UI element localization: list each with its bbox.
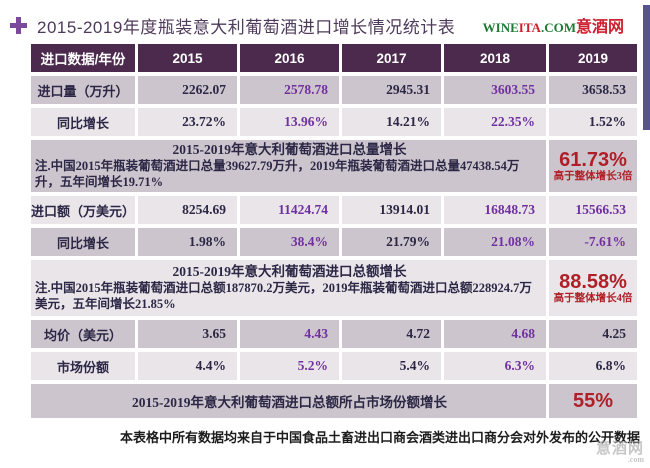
summary-title: 2015-2019年意大利葡萄酒进口总量增长 (172, 142, 407, 157)
value-cell: 5.2% (240, 352, 339, 380)
value-cell: 4.43 (240, 320, 339, 348)
value-cell: 3658.53 (549, 76, 637, 104)
value-cell: 38.4% (240, 228, 339, 256)
value-cell: 3603.55 (444, 76, 546, 104)
value-cell: 6.8% (549, 352, 637, 380)
logo-cn: 意酒网 (575, 19, 624, 36)
table-header-row: 进口数据/年份 2015 2016 2017 2018 2019 (31, 44, 637, 72)
row-label: 市场份额 (31, 352, 135, 380)
highlight-percent: 55% (572, 389, 614, 412)
row-label: 进口额（万美元） (31, 196, 135, 224)
value-cell: 13914.01 (342, 196, 441, 224)
highlight-percent: 61.73% (559, 148, 627, 171)
row-label: 同比增长 (31, 228, 135, 256)
summary-highlight-cell: 55% (549, 384, 637, 418)
summary-highlight-cell: 61.73% 高于整体增长3倍 (549, 140, 637, 192)
row-label: 均价（美元） (31, 320, 135, 348)
table-row-import-volume: 进口量（万升） 2262.07 2578.78 2945.31 3603.55 … (31, 76, 637, 104)
summary-text-cell: 2015-2019年意大利葡萄酒进口总额所占市场份额增长 (31, 384, 546, 418)
summary-title: 2015-2019年意大利葡萄酒进口总额增长 (172, 264, 407, 279)
value-cell: 4.72 (342, 320, 441, 348)
value-cell: 22.35% (444, 108, 546, 136)
summary-note: 注.中国2015年瓶装葡萄酒进口总量39627.79万升，2019年瓶装葡萄酒进… (35, 159, 520, 189)
table-row-value-yoy: 同比增长 1.98% 38.4% 21.79% 21.08% -7.61% (31, 228, 637, 256)
logo-ita: ITA (518, 20, 541, 35)
year-header: 2019 (549, 44, 637, 72)
row-label: 进口量（万升） (31, 76, 135, 104)
watermark-text: 意酒网 (595, 441, 644, 458)
summary-row-total-volume: 2015-2019年意大利葡萄酒进口总量增长 注.中国2015年瓶装葡萄酒进口总… (31, 140, 637, 192)
table-row-import-value: 进口额（万美元） 8254.69 11424.74 13914.01 16848… (31, 196, 637, 224)
highlight-subtext: 高于整体增长3倍 (553, 170, 633, 182)
value-cell: 4.68 (444, 320, 546, 348)
plus-icon (10, 16, 27, 34)
year-header: 2018 (444, 44, 546, 72)
title-bar: 2015-2019年度瓶装意大利葡萄酒进口增长情况统计表 WINEITA.COM… (0, 0, 650, 40)
value-cell: 2578.78 (240, 76, 339, 104)
summary-highlight-cell: 88.58% 高于整体增长4倍 (549, 260, 637, 316)
import-stats-table: 进口数据/年份 2015 2016 2017 2018 2019 进口量（万升）… (28, 40, 640, 422)
table-row-average-price: 均价（美元） 3.65 4.43 4.72 4.68 4.25 (31, 320, 637, 348)
wineita-logo: WINEITA.COM意酒网 (483, 13, 640, 37)
logo-wine: WINE (482, 20, 519, 35)
value-cell: 13.96% (240, 108, 339, 136)
watermark: 意酒网 .com (596, 441, 644, 464)
table-row-market-share: 市场份额 4.4% 5.2% 5.4% 6.3% 6.8% (31, 352, 637, 380)
logo-com: .COM (540, 20, 576, 35)
corner-header: 进口数据/年份 (31, 44, 135, 72)
table-row-volume-yoy: 同比增长 23.72% 13.96% 14.21% 22.35% 1.52% (31, 108, 637, 136)
summary-note: 注.中国2015年瓶装葡萄酒进口总额187870.2万美元，2019年瓶装葡萄酒… (35, 281, 532, 311)
value-cell: 1.98% (138, 228, 237, 256)
year-header: 2015 (138, 44, 237, 72)
summary-row-total-value: 2015-2019年意大利葡萄酒进口总额增长 注.中国2015年瓶装葡萄酒进口总… (31, 260, 637, 316)
summary-row-market-share: 2015-2019年意大利葡萄酒进口总额所占市场份额增长 55% (31, 384, 637, 418)
value-cell: 16848.73 (444, 196, 546, 224)
summary-text-cell: 2015-2019年意大利葡萄酒进口总量增长 注.中国2015年瓶装葡萄酒进口总… (31, 140, 546, 192)
summary-title: 2015-2019年意大利葡萄酒进口总额所占市场份额增长 (132, 395, 447, 410)
year-header: 2017 (342, 44, 441, 72)
value-cell: 5.4% (342, 352, 441, 380)
value-cell: 1.52% (549, 108, 637, 136)
value-cell: 3.65 (138, 320, 237, 348)
value-cell: 21.08% (444, 228, 546, 256)
summary-text-cell: 2015-2019年意大利葡萄酒进口总额增长 注.中国2015年瓶装葡萄酒进口总… (31, 260, 546, 316)
value-cell: 8254.69 (138, 196, 237, 224)
watermark-subtext: .com (627, 455, 644, 465)
value-cell: 21.79% (342, 228, 441, 256)
value-cell: -7.61% (549, 228, 637, 256)
value-cell: 11424.74 (240, 196, 339, 224)
value-cell: 6.3% (444, 352, 546, 380)
value-cell: 14.21% (342, 108, 441, 136)
side-scroll-bar (643, 5, 650, 130)
page-title: 2015-2019年度瓶装意大利葡萄酒进口增长情况统计表 (37, 17, 456, 37)
value-cell: 4.4% (138, 352, 237, 380)
highlight-subtext: 高于整体增长4倍 (553, 292, 633, 304)
value-cell: 2945.31 (342, 76, 441, 104)
value-cell: 23.72% (138, 108, 237, 136)
year-header: 2016 (240, 44, 339, 72)
highlight-percent: 88.58% (559, 270, 627, 293)
value-cell: 2262.07 (138, 76, 237, 104)
value-cell: 15566.53 (549, 196, 637, 224)
value-cell: 4.25 (549, 320, 637, 348)
data-source-note: 本表格中所有数据均来自于中国食品土畜进出口商会酒类进出口商分会对外发布的公开数据 (119, 430, 640, 445)
row-label: 同比增长 (31, 108, 135, 136)
